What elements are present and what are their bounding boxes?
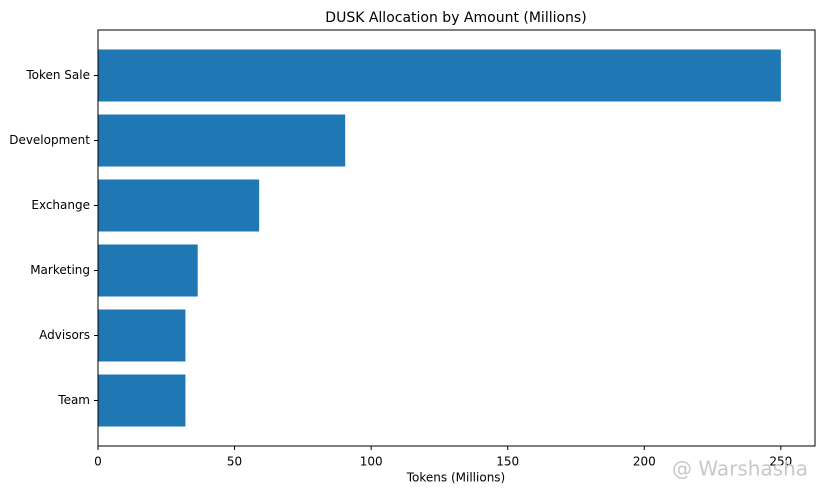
bar xyxy=(98,49,781,102)
chart-title: DUSK Allocation by Amount (Millions) xyxy=(325,10,586,26)
bar xyxy=(98,179,260,232)
y-tick-label: Marketing xyxy=(30,263,90,277)
y-tick-label: Exchange xyxy=(31,198,90,212)
x-tick-label: 250 xyxy=(769,455,792,469)
plot-frame xyxy=(97,29,816,447)
y-tick-label: Development xyxy=(9,133,90,147)
x-tick-label: 50 xyxy=(227,455,242,469)
x-tick-label: 200 xyxy=(633,455,656,469)
bar xyxy=(98,114,346,167)
bar xyxy=(98,244,198,297)
y-tick-label: Advisors xyxy=(39,328,90,342)
y-tick-label: Team xyxy=(57,393,90,407)
x-tick-label: 150 xyxy=(496,455,519,469)
bar xyxy=(98,309,186,362)
x-tick-label: 0 xyxy=(94,455,102,469)
watermark: @ Warshasha xyxy=(672,457,808,481)
bar xyxy=(98,374,186,427)
x-axis-label: Tokens (Millions) xyxy=(406,471,505,485)
y-tick-label: Token Sale xyxy=(25,68,90,82)
x-tick-label: 100 xyxy=(360,455,383,469)
